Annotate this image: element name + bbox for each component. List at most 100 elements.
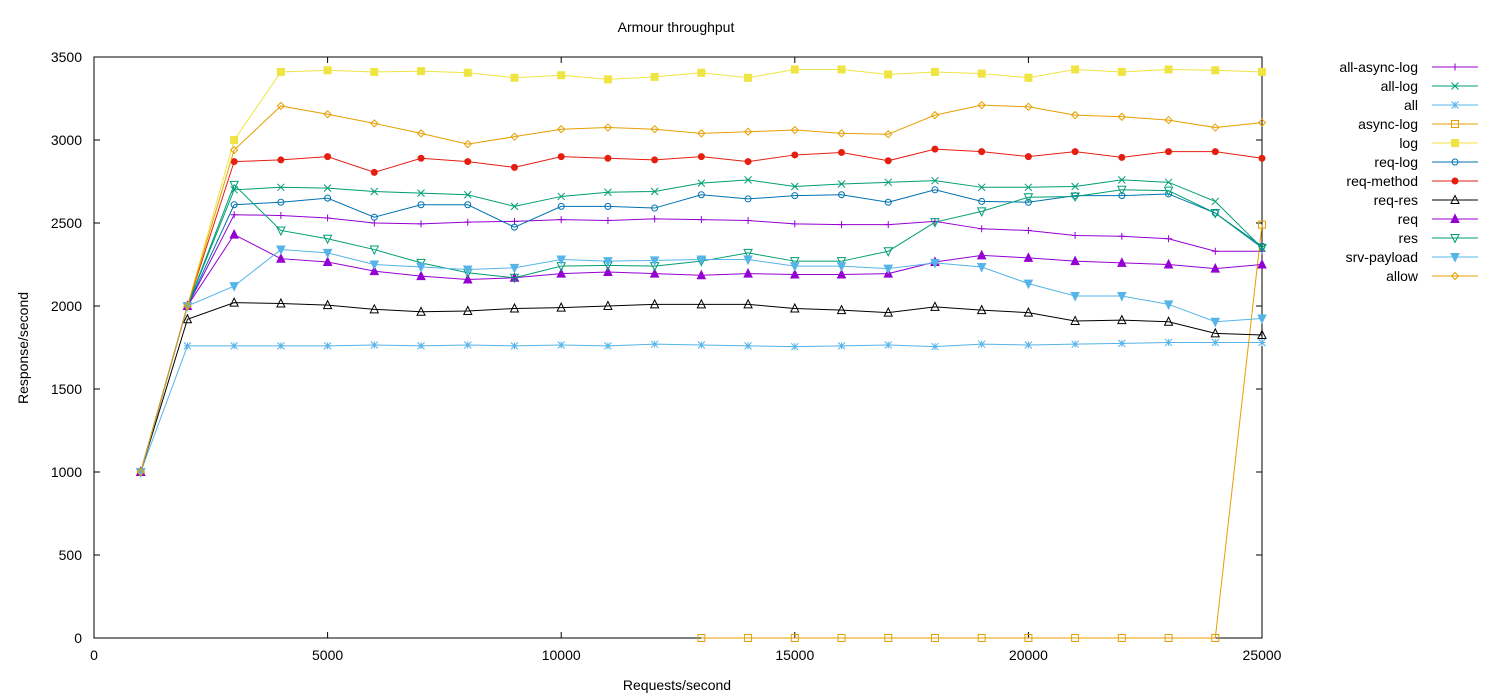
data-point <box>463 139 472 149</box>
data-point <box>790 634 799 642</box>
legend-label: req-res <box>1374 192 1418 208</box>
data-point <box>930 110 940 120</box>
data-point <box>1024 183 1033 192</box>
legend-label: res <box>1399 230 1418 246</box>
series-line <box>140 104 1263 473</box>
data-point <box>370 187 379 196</box>
data-point <box>1071 182 1079 191</box>
data-point <box>884 178 893 187</box>
data-point <box>1024 153 1032 161</box>
data-point <box>182 313 193 324</box>
data-point <box>1117 112 1127 121</box>
data-point <box>277 198 285 206</box>
y-tick-label: 3000 <box>51 132 82 148</box>
data-point <box>1210 317 1221 328</box>
data-point <box>323 66 332 75</box>
data-point <box>883 307 894 317</box>
data-point <box>603 300 613 310</box>
data-point <box>1211 66 1220 75</box>
x-tick-label: 15000 <box>775 647 814 663</box>
series-all-log <box>136 175 1266 476</box>
y-tick-label: 2500 <box>51 215 82 231</box>
y-tick-label: 1000 <box>51 464 82 480</box>
data-point <box>651 156 659 164</box>
data-point <box>1118 232 1126 240</box>
data-point <box>1117 339 1126 348</box>
data-point <box>416 270 426 281</box>
data-point <box>322 248 333 259</box>
legend-label: log <box>1399 135 1418 151</box>
legend-marker <box>1450 253 1460 263</box>
data-point <box>463 68 472 77</box>
data-point <box>1164 178 1173 187</box>
legend-label: req-method <box>1346 173 1418 189</box>
legend-label: async-log <box>1358 116 1418 132</box>
data-point <box>464 158 472 166</box>
data-point <box>744 195 752 203</box>
legend-label: all-async-log <box>1339 59 1418 75</box>
data-point <box>1211 148 1219 156</box>
data-point <box>1023 252 1034 262</box>
data-point <box>836 257 847 267</box>
data-point <box>462 305 473 315</box>
legend-marker <box>1451 120 1459 128</box>
data-point <box>1117 175 1126 184</box>
legend-entry: req-res <box>1374 192 1478 208</box>
data-point <box>370 341 379 349</box>
data-point <box>603 266 613 276</box>
x-tick-label: 0 <box>90 647 98 663</box>
data-point <box>1258 338 1266 347</box>
data-point <box>324 194 332 202</box>
data-point <box>603 75 612 84</box>
data-point <box>229 229 239 239</box>
legend-label: req <box>1398 211 1418 227</box>
data-point <box>1118 153 1126 161</box>
series-line <box>140 302 1263 473</box>
data-point <box>838 191 846 199</box>
data-point <box>743 298 753 309</box>
data-point <box>462 265 473 276</box>
data-point <box>649 256 660 266</box>
y-tick-label: 2000 <box>51 298 82 314</box>
data-point <box>650 72 659 81</box>
data-point <box>930 67 939 76</box>
data-point <box>1024 73 1033 82</box>
series-req-log <box>137 186 1266 476</box>
data-point <box>323 184 332 192</box>
data-point <box>1024 341 1033 349</box>
legend-marker <box>1450 271 1460 281</box>
data-point <box>509 273 520 284</box>
data-point <box>464 218 472 226</box>
data-point <box>884 129 893 139</box>
data-point <box>556 268 567 278</box>
data-point <box>276 101 286 111</box>
x-axis-label: Requests/second <box>623 677 731 693</box>
series-line <box>140 179 1263 473</box>
data-point <box>1117 314 1127 325</box>
data-point <box>277 156 285 164</box>
legend: all-async-log all-log all async-log log req-l… <box>1339 59 1478 284</box>
data-point <box>884 221 892 229</box>
data-point <box>183 341 192 350</box>
legend-entry: async-log <box>1358 116 1478 132</box>
series-req-res <box>135 297 1267 476</box>
data-point <box>417 189 425 197</box>
data-point <box>1071 634 1080 642</box>
legend-marker <box>1450 234 1460 244</box>
data-point <box>230 158 238 166</box>
data-point <box>509 263 520 274</box>
data-point <box>697 634 706 642</box>
data-point <box>883 247 894 257</box>
chart-title: Armour throughput <box>618 19 735 35</box>
data-point <box>977 634 986 642</box>
legend-marker <box>1451 82 1459 90</box>
data-point <box>276 226 286 237</box>
legend-marker <box>1451 158 1459 166</box>
data-point <box>743 268 753 278</box>
data-point <box>416 129 426 138</box>
data-point <box>931 145 939 153</box>
legend-marker <box>1451 139 1459 147</box>
data-point <box>324 153 332 161</box>
data-point <box>650 125 659 134</box>
data-point <box>276 297 286 308</box>
